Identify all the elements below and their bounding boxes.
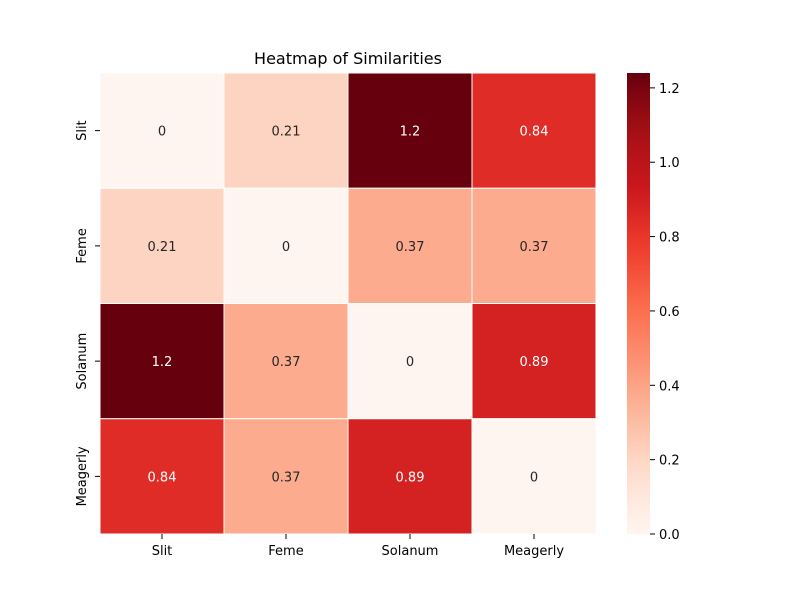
cell-annotation: 0.21: [272, 125, 301, 140]
x-tick-label: Feme: [268, 544, 303, 559]
cell-annotation: 0.89: [520, 355, 549, 370]
cell-annotation: 0: [530, 470, 538, 485]
cell-annotation: 1.2: [152, 355, 173, 370]
cell-annotation: 0: [158, 125, 166, 140]
cell-annotation: 0.21: [148, 240, 177, 255]
cell-annotation: 0.37: [272, 470, 301, 485]
cell-annotation: 0.37: [520, 240, 549, 255]
y-tick-label: Slit: [75, 120, 90, 141]
heatmap-cell: [223, 418, 349, 535]
heatmap-cell: [99, 187, 225, 304]
colorbar: 0.0 0.2 0.4 0.6 0.8 1.0 1.2: [627, 73, 680, 543]
y-tick-label: Solanum: [75, 333, 90, 390]
heatmap-cell: [471, 303, 597, 420]
heatmap-cell: [223, 303, 349, 420]
y-axis-ticks: Slit Feme Solanum Meagerly: [75, 120, 100, 506]
x-tick-label: Meagerly: [504, 544, 564, 559]
colorbar-tick-label: 0.2: [659, 454, 680, 469]
colorbar-tick-label: 0.8: [659, 231, 680, 246]
cell-annotation: 1.2: [400, 125, 421, 140]
colorbar-gradient: [627, 73, 650, 534]
heatmap-cell: [99, 418, 225, 535]
cell-annotations: 0 0.21 1.2 0.84 0.21 0 0.37 0.37 1.2 0.37 0 0.89 0.8…: [148, 125, 549, 486]
heatmap-cell: [471, 72, 597, 189]
x-tick-label: Solanum: [382, 544, 439, 559]
cell-annotation: 0.84: [520, 125, 549, 140]
cell-annotation: 0.89: [396, 470, 425, 485]
chart-title: Heatmap of Similarities: [254, 49, 442, 68]
cell-annotation: 0: [406, 355, 414, 370]
colorbar-tick-label: 0.0: [659, 528, 680, 543]
heatmap-cells: [99, 72, 597, 535]
heatmap-cell: [471, 418, 597, 535]
heatmap-cell: [223, 72, 349, 189]
y-tick-label: Feme: [75, 228, 90, 263]
cell-annotation: 0.84: [148, 470, 177, 485]
cell-annotation: 0.37: [272, 355, 301, 370]
heatmap-cell: [99, 72, 225, 189]
colorbar-tick-label: 1.0: [659, 156, 680, 171]
colorbar-tick-label: 0.4: [659, 379, 680, 394]
heatmap-cell: [347, 72, 473, 189]
heatmap-cell: [347, 418, 473, 535]
heatmap-cell: [471, 187, 597, 304]
x-tick-label: Slit: [152, 544, 173, 559]
colorbar-tick-label: 0.6: [659, 305, 680, 320]
x-axis-ticks: Slit Feme Solanum Meagerly: [152, 534, 564, 559]
y-tick-label: Meagerly: [75, 446, 90, 506]
colorbar-tick-label: 1.2: [659, 82, 680, 97]
heatmap-cell: [223, 187, 349, 304]
cell-annotation: 0.37: [396, 240, 425, 255]
cell-annotation: 0: [282, 240, 290, 255]
